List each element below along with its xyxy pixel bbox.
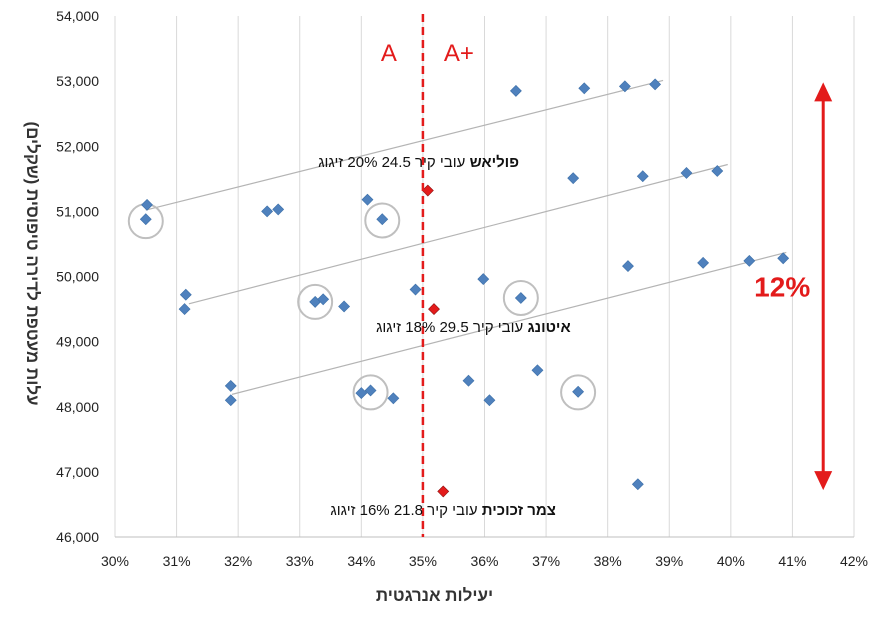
data-point <box>272 203 285 216</box>
data-point <box>509 84 522 97</box>
annotations: פוליאש עובי קיר 24.5 20% זיגוג איטונג עוב… <box>318 154 571 519</box>
data-point <box>618 80 631 93</box>
data-point <box>361 193 374 206</box>
data-point <box>572 385 585 398</box>
x-tick-label: 30% <box>101 553 129 569</box>
x-tick-label: 37% <box>532 553 560 569</box>
data-point <box>697 256 710 269</box>
data-point <box>462 374 475 387</box>
annotation-label: איטונג עובי קיר 29.5 18% זיגוג <box>376 319 571 336</box>
data-point <box>636 170 649 183</box>
data-point <box>631 478 644 491</box>
circle-marker <box>560 374 597 411</box>
data-point <box>139 213 152 226</box>
x-tick-label: 32% <box>224 553 252 569</box>
data-point <box>224 379 237 392</box>
data-point <box>409 283 422 296</box>
x-tick-label: 39% <box>655 553 683 569</box>
data-point <box>531 364 544 377</box>
y-axis-title: עלות מעטפת לדירה טיפוסית (שקלים) <box>23 121 42 405</box>
annotation-details: עובי קיר 21.8 16% זיגוג <box>330 502 481 519</box>
circle-markers <box>127 202 597 411</box>
range-arrow-head-down <box>814 471 833 491</box>
highlighted-points <box>421 184 450 498</box>
data-point <box>141 198 153 211</box>
x-tick-label: 35% <box>409 553 437 569</box>
range-percent-label: 12% <box>754 271 810 302</box>
data-point <box>224 394 237 407</box>
data-point <box>178 303 191 315</box>
circle-marker <box>352 374 389 411</box>
data-point <box>355 387 368 399</box>
trend-line-1 <box>188 163 728 305</box>
annotation-label: צמר זכוכית עובי קיר 21.8 16% זיגוג <box>330 502 556 519</box>
range-arrow-head-up <box>814 82 833 102</box>
annotation-details: עובי קיר 29.5 18% זיגוג <box>376 319 527 336</box>
data-point <box>777 252 790 265</box>
highlighted-point <box>421 184 434 197</box>
data-point <box>567 172 580 185</box>
data-point <box>387 392 400 405</box>
x-tick-label: 40% <box>717 553 745 569</box>
data-point <box>179 288 192 301</box>
x-tick-label: 36% <box>470 553 498 569</box>
data-point <box>483 394 496 407</box>
data-point <box>743 254 756 267</box>
data-point <box>376 213 389 226</box>
range-arrow <box>814 82 833 491</box>
y-tick-label: 49,000 <box>56 334 99 350</box>
y-tick-label: 51,000 <box>56 203 99 219</box>
highlighted-point <box>428 303 440 315</box>
y-tick-label: 54,000 <box>56 8 99 24</box>
y-tick-label: 52,000 <box>56 138 99 154</box>
circle-marker <box>364 202 401 239</box>
data-point <box>622 260 634 273</box>
data-point <box>711 165 724 177</box>
circle-marker <box>297 283 334 320</box>
annotation-details: עובי קיר 24.5 20% זיגוג <box>318 154 469 171</box>
data-point <box>261 205 274 218</box>
data-points <box>139 78 790 491</box>
data-point <box>338 300 351 313</box>
x-tick-label: 34% <box>347 553 375 569</box>
x-axis-title: יעילות אנרגטית <box>376 586 493 605</box>
annotation-material: איטונג <box>527 319 570 336</box>
trend-line-0 <box>145 79 664 211</box>
data-point <box>514 292 527 304</box>
y-axis-ticks: 46,000 47,000 48,000 49,000 50,000 51,000 52,0… <box>56 8 99 545</box>
y-tick-label: 48,000 <box>56 399 99 415</box>
annotation-label: פוליאש עובי קיר 24.5 20% זיגוג <box>318 154 519 171</box>
x-tick-label: 31% <box>163 553 191 569</box>
annotation-material: צמר זכוכית <box>482 502 556 519</box>
data-point <box>364 384 377 397</box>
trend-lines <box>145 79 787 395</box>
annotation-material: פוליאש <box>470 154 519 171</box>
x-tick-label: 38% <box>594 553 622 569</box>
highlighted-point <box>437 485 450 498</box>
trend-line-2 <box>231 251 787 395</box>
x-axis-ticks: 30% 31% 32% 33% 34% 35% 36% 37% 38% 39% 40% 41% 42% <box>101 553 868 569</box>
zone-label-a: A <box>381 40 397 67</box>
y-tick-label: 50,000 <box>56 269 99 285</box>
zone-label-a-plus: A+ <box>444 40 474 67</box>
data-point <box>477 273 490 286</box>
y-tick-label: 46,000 <box>56 529 99 545</box>
x-tick-label: 41% <box>778 553 806 569</box>
circle-marker <box>502 279 539 316</box>
x-tick-label: 42% <box>840 553 868 569</box>
data-point <box>317 293 330 306</box>
data-point <box>680 167 693 179</box>
data-point <box>649 78 662 91</box>
y-tick-label: 47,000 <box>56 464 99 480</box>
y-tick-label: 53,000 <box>56 73 99 89</box>
data-point <box>578 82 591 95</box>
x-tick-label: 33% <box>286 553 314 569</box>
